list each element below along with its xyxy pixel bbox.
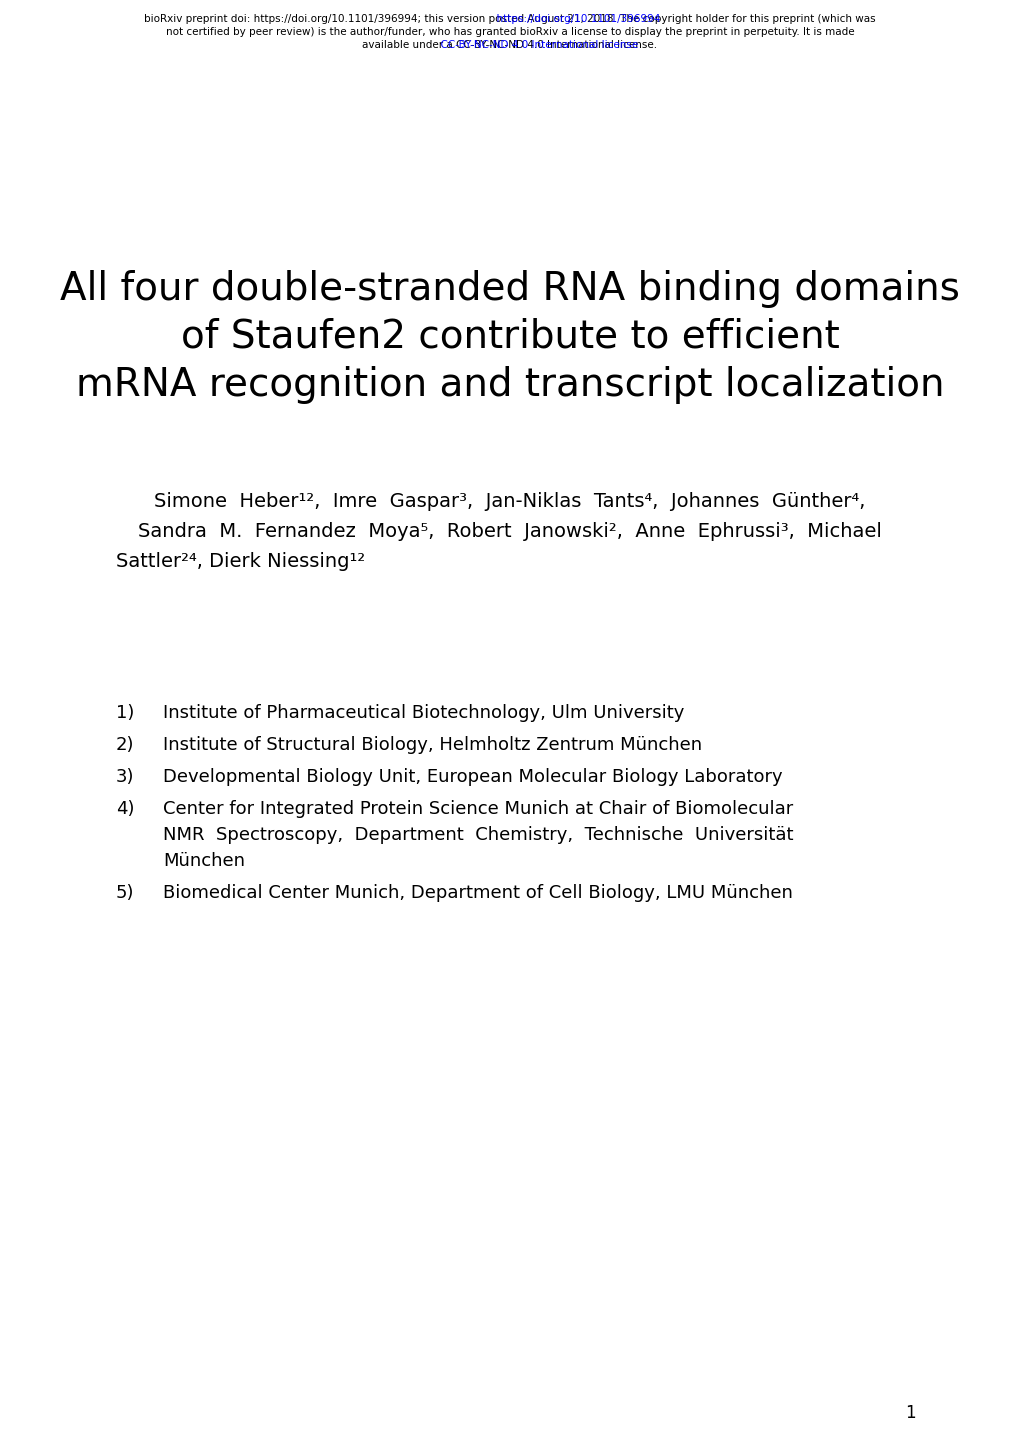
Text: 4): 4) xyxy=(116,800,135,818)
Text: NMR  Spectroscopy,  Department  Chemistry,  Technische  Universität: NMR Spectroscopy, Department Chemistry, … xyxy=(163,826,793,844)
Text: Biomedical Center Munich, Department of Cell Biology, LMU München: Biomedical Center Munich, Department of … xyxy=(163,884,792,903)
Text: mRNA recognition and transcript localization: mRNA recognition and transcript localiza… xyxy=(75,366,944,404)
Text: München: München xyxy=(163,852,245,870)
Text: Sattler²⁴, Dierk Niessing¹²: Sattler²⁴, Dierk Niessing¹² xyxy=(116,552,365,571)
Text: Simone  Heber¹²,  Imre  Gaspar³,  Jan-Niklas  Tants⁴,  Johannes  Günther⁴,: Simone Heber¹², Imre Gaspar³, Jan-Niklas… xyxy=(154,492,865,510)
Text: available under a CC-BY-NC-ND 4.0 International license.: available under a CC-BY-NC-ND 4.0 Intern… xyxy=(362,40,657,50)
Text: bioRxiv preprint doi: https://doi.org/10.1101/396994; this version posted August: bioRxiv preprint doi: https://doi.org/10… xyxy=(144,14,875,25)
Text: Institute of Pharmaceutical Biotechnology, Ulm University: Institute of Pharmaceutical Biotechnolog… xyxy=(163,704,684,722)
Text: All four double-stranded RNA binding domains: All four double-stranded RNA binding dom… xyxy=(60,270,959,309)
Text: CC-BY-NC-ND 4.0 International license: CC-BY-NC-ND 4.0 International license xyxy=(381,40,638,50)
Text: of Staufen2 contribute to efficient: of Staufen2 contribute to efficient xyxy=(180,319,839,356)
Text: 3): 3) xyxy=(116,769,135,786)
Text: Center for Integrated Protein Science Munich at Chair of Biomolecular: Center for Integrated Protein Science Mu… xyxy=(163,800,793,818)
Text: https://doi.org/10.1101/396994: https://doi.org/10.1101/396994 xyxy=(360,14,659,25)
Text: 1): 1) xyxy=(116,704,135,722)
Text: not certified by peer review) is the author/funder, who has granted bioRxiv a li: not certified by peer review) is the aut… xyxy=(165,27,854,37)
Text: 1: 1 xyxy=(904,1405,914,1422)
Text: Developmental Biology Unit, European Molecular Biology Laboratory: Developmental Biology Unit, European Mol… xyxy=(163,769,782,786)
Text: 5): 5) xyxy=(116,884,135,903)
Text: Sandra  M.  Fernandez  Moya⁵,  Robert  Janowski²,  Anne  Ephrussi³,  Michael: Sandra M. Fernandez Moya⁵, Robert Janows… xyxy=(138,522,881,541)
Text: 2): 2) xyxy=(116,735,135,754)
Text: Institute of Structural Biology, Helmholtz Zentrum München: Institute of Structural Biology, Helmhol… xyxy=(163,735,701,754)
